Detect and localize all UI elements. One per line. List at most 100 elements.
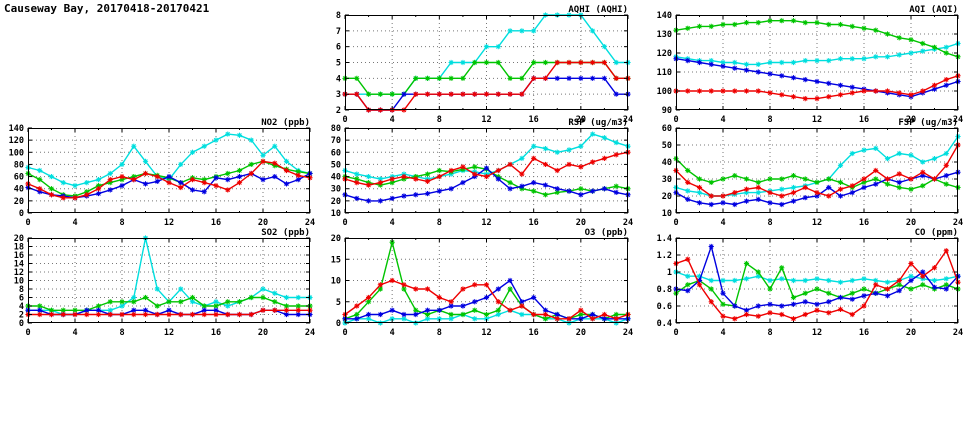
y-tick-label: 80 xyxy=(14,160,24,170)
x-tick-label: 4 xyxy=(720,218,725,228)
x-tick-label: 12 xyxy=(812,115,822,125)
y-tick-label: 100 xyxy=(657,87,672,97)
x-tick-label: 8 xyxy=(437,218,442,228)
y-tick-label: 8 xyxy=(19,285,24,295)
chart-canvas-aqi: 90 100 110 120 130 140 0 4 8 12 16 20 24 AQI (AQI) xyxy=(657,5,963,125)
y-tick-label: 12 xyxy=(14,268,24,278)
x-tick-label: 12 xyxy=(164,218,174,228)
y-tick-label: 80 xyxy=(331,124,341,134)
x-tick-label: 20 xyxy=(258,328,268,338)
x-tick-label: 8 xyxy=(767,218,772,228)
x-tick-label: 24 xyxy=(623,115,633,125)
series-line-red xyxy=(345,61,628,111)
chart-title-so2: SO2 (ppb) xyxy=(261,228,310,238)
y-tick-label: 18 xyxy=(14,243,24,253)
y-tick-label: 140 xyxy=(657,11,672,21)
y-tick-label: 0.4 xyxy=(657,319,672,329)
y-tick-label: 10 xyxy=(331,209,341,219)
y-tick-label: 60 xyxy=(662,124,672,134)
chart-canvas-o3: 0 5 10 15 20 0 4 8 12 16 20 24 O3 (ppb) xyxy=(331,228,633,338)
y-tick-label: 30 xyxy=(662,175,672,185)
chart-title-o3: O3 (ppb) xyxy=(585,228,628,238)
y-tick-label: 100 xyxy=(9,148,24,158)
x-tick-label: 12 xyxy=(164,328,174,338)
x-tick-label: 24 xyxy=(623,328,633,338)
x-tick-label: 8 xyxy=(437,328,442,338)
series-markers-red xyxy=(673,248,961,322)
x-tick-label: 0 xyxy=(673,218,678,228)
x-tick-label: 4 xyxy=(390,218,395,228)
y-tick-label: 110 xyxy=(657,68,672,78)
x-tick-label: 24 xyxy=(623,218,633,228)
chart-so2: 0 2 4 6 8 10 12 14 16 18 20 0 4 8 12 16 20 24 SO2 (ppb) xyxy=(1,226,319,345)
x-tick-label: 8 xyxy=(119,328,124,338)
series-markers-cyan xyxy=(342,12,631,97)
x-tick-label: 24 xyxy=(953,218,963,228)
x-tick-label: 12 xyxy=(481,328,491,338)
y-tick-label: 4 xyxy=(336,74,341,84)
chart-title-rsp: RSP (ug/m3) xyxy=(568,118,628,128)
x-tick-label: 12 xyxy=(812,328,822,338)
y-tick-label: 6 xyxy=(336,43,341,53)
x-tick-label: 24 xyxy=(305,328,315,338)
x-tick-label: 16 xyxy=(859,115,869,125)
x-tick-label: 20 xyxy=(576,115,586,125)
plot-border xyxy=(28,128,310,213)
x-tick-label: 16 xyxy=(211,218,221,228)
x-tick-label: 20 xyxy=(906,328,916,338)
chart-co: 0.4 0.6 0.8 1 1.2 1.4 0 4 8 12 16 20 24 CO (ppm) xyxy=(649,226,967,345)
chart-title-no2: NO2 (ppb) xyxy=(261,118,310,128)
x-tick-label: 12 xyxy=(481,218,491,228)
y-tick-label: 10 xyxy=(331,277,341,287)
chart-no2: 0 20 40 60 80 100 120 140 0 4 8 12 16 20 24 NO2 (ppb) xyxy=(1,116,319,235)
x-tick-label: 8 xyxy=(767,115,772,125)
x-tick-label: 20 xyxy=(258,218,268,228)
x-tick-label: 20 xyxy=(906,218,916,228)
chart-rsp: 10 20 30 40 50 60 70 80 0 4 8 12 16 20 24 RSP (ug/m3) xyxy=(318,116,637,235)
x-tick-label: 4 xyxy=(72,328,77,338)
x-tick-label: 0 xyxy=(673,328,678,338)
chart-title-co: CO (ppm) xyxy=(915,228,958,238)
y-tick-label: 50 xyxy=(662,141,672,151)
x-tick-label: 0 xyxy=(342,328,347,338)
y-tick-label: 6 xyxy=(19,294,24,304)
chart-title-aqi: AQI (AQI) xyxy=(909,5,958,15)
chart-canvas-no2: 0 20 40 60 80 100 120 140 0 4 8 12 16 20 24 NO2 (ppb) xyxy=(9,118,315,228)
y-tick-label: 130 xyxy=(657,30,672,40)
y-tick-label: 0.6 xyxy=(657,302,672,312)
x-tick-label: 0 xyxy=(342,115,347,125)
y-tick-label: 20 xyxy=(14,197,24,207)
series-markers-red xyxy=(673,142,961,199)
y-tick-label: 40 xyxy=(14,185,24,195)
chart-fsp: 10 20 30 40 50 60 0 4 8 12 16 20 24 FSP (ug/m3) xyxy=(649,116,967,235)
x-tick-label: 12 xyxy=(812,218,822,228)
x-tick-label: 4 xyxy=(72,218,77,228)
x-tick-label: 8 xyxy=(119,218,124,228)
y-tick-label: 70 xyxy=(331,136,341,146)
y-tick-label: 120 xyxy=(9,136,24,146)
x-tick-label: 16 xyxy=(529,218,539,228)
y-tick-label: 2 xyxy=(336,106,341,116)
y-tick-label: 15 xyxy=(331,255,341,265)
y-tick-label: 16 xyxy=(14,251,24,261)
series-line-green xyxy=(675,262,959,307)
y-tick-label: 120 xyxy=(657,49,672,59)
y-tick-label: 20 xyxy=(331,197,341,207)
chart-canvas-aqhi: 2 3 4 5 6 7 8 0 4 8 12 16 20 24 AQHI (AQHI) xyxy=(336,5,633,125)
chart-title-aqhi: AQHI (AQHI) xyxy=(568,5,628,15)
x-tick-label: 8 xyxy=(767,328,772,338)
chart-canvas-co: 0.4 0.6 0.8 1 1.2 1.4 0 4 8 12 16 20 24 CO (ppm) xyxy=(657,228,963,338)
x-tick-label: 16 xyxy=(211,328,221,338)
y-tick-label: 60 xyxy=(331,148,341,158)
y-tick-label: 5 xyxy=(336,298,341,308)
y-tick-label: 14 xyxy=(14,260,24,270)
x-tick-label: 4 xyxy=(390,328,395,338)
chart-o3: 0 5 10 15 20 0 4 8 12 16 20 24 O3 (ppb) xyxy=(318,226,637,345)
y-tick-label: 0.8 xyxy=(657,285,672,295)
x-tick-label: 20 xyxy=(576,328,586,338)
chart-aqi: 90 100 110 120 130 140 0 4 8 12 16 20 24 AQI (AQI) xyxy=(649,3,967,132)
y-tick-label: 2 xyxy=(19,311,24,321)
series-markers-cyan xyxy=(25,235,313,318)
